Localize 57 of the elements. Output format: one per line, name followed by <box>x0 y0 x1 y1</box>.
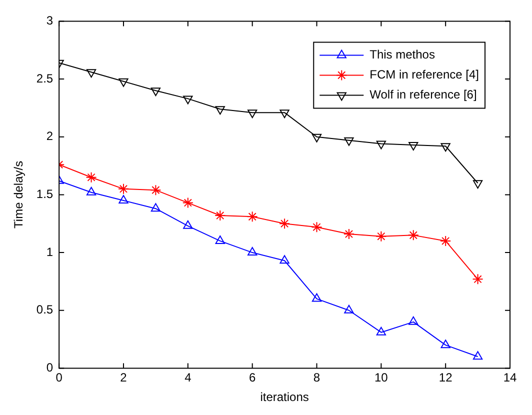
legend-label: FCM in reference [4] <box>370 68 480 82</box>
point <box>150 184 162 196</box>
point <box>150 203 161 212</box>
point <box>472 351 483 360</box>
point <box>376 140 386 150</box>
x-tick-label: 2 <box>120 370 128 385</box>
x-tick-label: 12 <box>438 370 453 385</box>
point <box>376 326 386 336</box>
point <box>312 134 322 142</box>
point <box>279 218 290 230</box>
y-tick-label: 0 <box>46 360 54 375</box>
point <box>312 293 322 302</box>
point <box>344 304 354 314</box>
point <box>86 69 96 78</box>
point <box>376 230 387 242</box>
point <box>440 143 450 152</box>
point <box>408 230 419 241</box>
point <box>344 137 354 146</box>
x-tick-label: 0 <box>56 370 63 385</box>
point <box>214 210 226 222</box>
point <box>183 220 193 229</box>
point <box>472 180 483 189</box>
point <box>408 142 418 150</box>
point <box>215 106 225 115</box>
point <box>311 222 322 233</box>
point <box>440 340 450 348</box>
x-tick-label: 4 <box>184 370 192 385</box>
legend-label: Wolf in reference [6] <box>370 88 477 102</box>
point <box>472 274 484 285</box>
point <box>86 172 97 183</box>
x-tick-label: 6 <box>248 370 256 385</box>
point <box>408 316 418 325</box>
y-tick-label: 3 <box>46 14 54 28</box>
x-tick-label: 10 <box>374 370 388 385</box>
point <box>248 247 258 256</box>
x-tick-label: 8 <box>313 370 320 385</box>
point <box>280 110 290 118</box>
point <box>246 211 258 222</box>
y-tick-label: 1 <box>46 244 54 259</box>
point <box>343 228 354 240</box>
point <box>183 96 193 104</box>
point <box>280 255 290 264</box>
point <box>182 197 194 208</box>
y-axis-title: Time delay/s <box>12 160 26 228</box>
point <box>248 110 258 118</box>
point <box>118 78 128 87</box>
point <box>440 235 452 246</box>
x-tick-label: 14 <box>503 370 517 385</box>
legend-label: This methos <box>370 48 435 62</box>
y-tick-label: 0.5 <box>36 302 54 317</box>
x-axis-title: iterations <box>260 390 309 404</box>
point <box>215 235 225 244</box>
point <box>150 88 161 96</box>
y-tick-label: 2.5 <box>36 71 54 86</box>
point <box>118 183 129 194</box>
y-tick-label: 2 <box>46 129 54 144</box>
y-tick-label: 1.5 <box>36 187 54 202</box>
